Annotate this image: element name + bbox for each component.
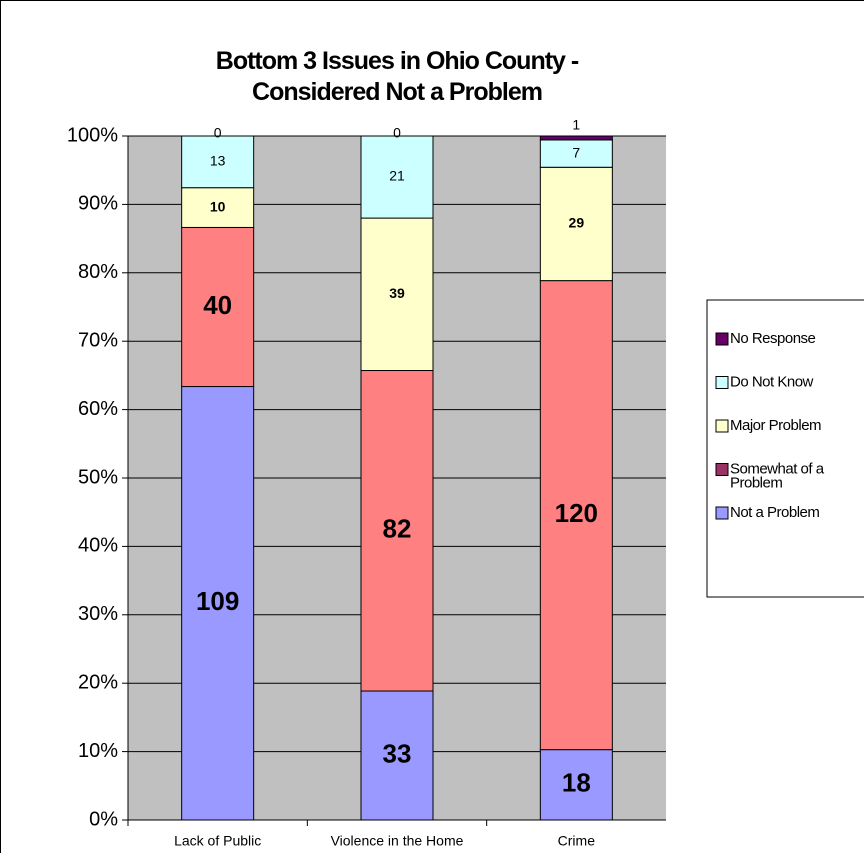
bar-segment <box>539 166 613 282</box>
x-tick-label: Violence in the Home <box>331 833 464 849</box>
data-label: 7 <box>572 144 580 160</box>
legend-label: Do Not Know <box>730 373 814 390</box>
y-tick-label: 100% <box>67 124 118 146</box>
y-tick-label: 60% <box>78 398 118 420</box>
legend-label: Not a Problem <box>730 504 819 521</box>
data-label: 40 <box>203 290 232 320</box>
bar-segment <box>539 135 613 141</box>
y-tick-label: 90% <box>78 193 118 215</box>
bar-segment <box>360 370 434 692</box>
bar-segment <box>181 386 255 821</box>
data-label: 0 <box>393 125 401 141</box>
bar-segment <box>539 280 613 751</box>
y-tick-label: 70% <box>78 329 118 351</box>
data-label: 33 <box>383 738 412 768</box>
data-label: 109 <box>196 586 239 616</box>
bar-segment <box>181 226 255 388</box>
data-label: 21 <box>389 168 405 184</box>
y-tick-label: 50% <box>78 466 118 488</box>
y-tick-label: 10% <box>78 740 118 762</box>
bar-segment <box>181 135 255 189</box>
bar-segment <box>360 135 434 219</box>
chart-title: Bottom 3 Issues in Ohio County -Consider… <box>216 47 579 106</box>
y-tick-label: 20% <box>78 671 118 693</box>
bar-segment <box>360 217 434 372</box>
bar-segment <box>360 690 434 821</box>
data-label: 0 <box>214 125 222 141</box>
legend-swatch <box>715 506 729 520</box>
legend-label: No Response <box>730 330 816 347</box>
x-tick-label: Crime <box>558 833 596 849</box>
data-label: 120 <box>555 498 598 528</box>
y-tick-label: 0% <box>89 808 118 830</box>
y-tick-label: 40% <box>78 535 118 557</box>
y-tick-label: 80% <box>78 261 118 283</box>
bar-segment <box>539 749 613 821</box>
legend-swatch <box>715 376 729 389</box>
data-label: 29 <box>569 215 585 231</box>
legend-label: Somewhat of a Problem <box>730 460 825 491</box>
bar-segment <box>539 139 613 168</box>
legend-swatch <box>715 332 729 346</box>
data-label: 18 <box>562 768 591 798</box>
data-label: 39 <box>389 285 405 301</box>
legend-swatch <box>715 463 729 476</box>
x-tick-label: Lack of Public <box>174 833 261 849</box>
y-tick-label: 30% <box>78 603 118 625</box>
legend-label: Major Problem <box>730 417 821 434</box>
data-label: 82 <box>383 514 412 544</box>
legend-box <box>706 299 864 598</box>
bar-segment <box>181 187 255 228</box>
legend-swatch <box>715 419 729 433</box>
data-label: 10 <box>210 198 226 214</box>
data-label: 1 <box>572 117 580 133</box>
data-label: 13 <box>210 153 226 169</box>
